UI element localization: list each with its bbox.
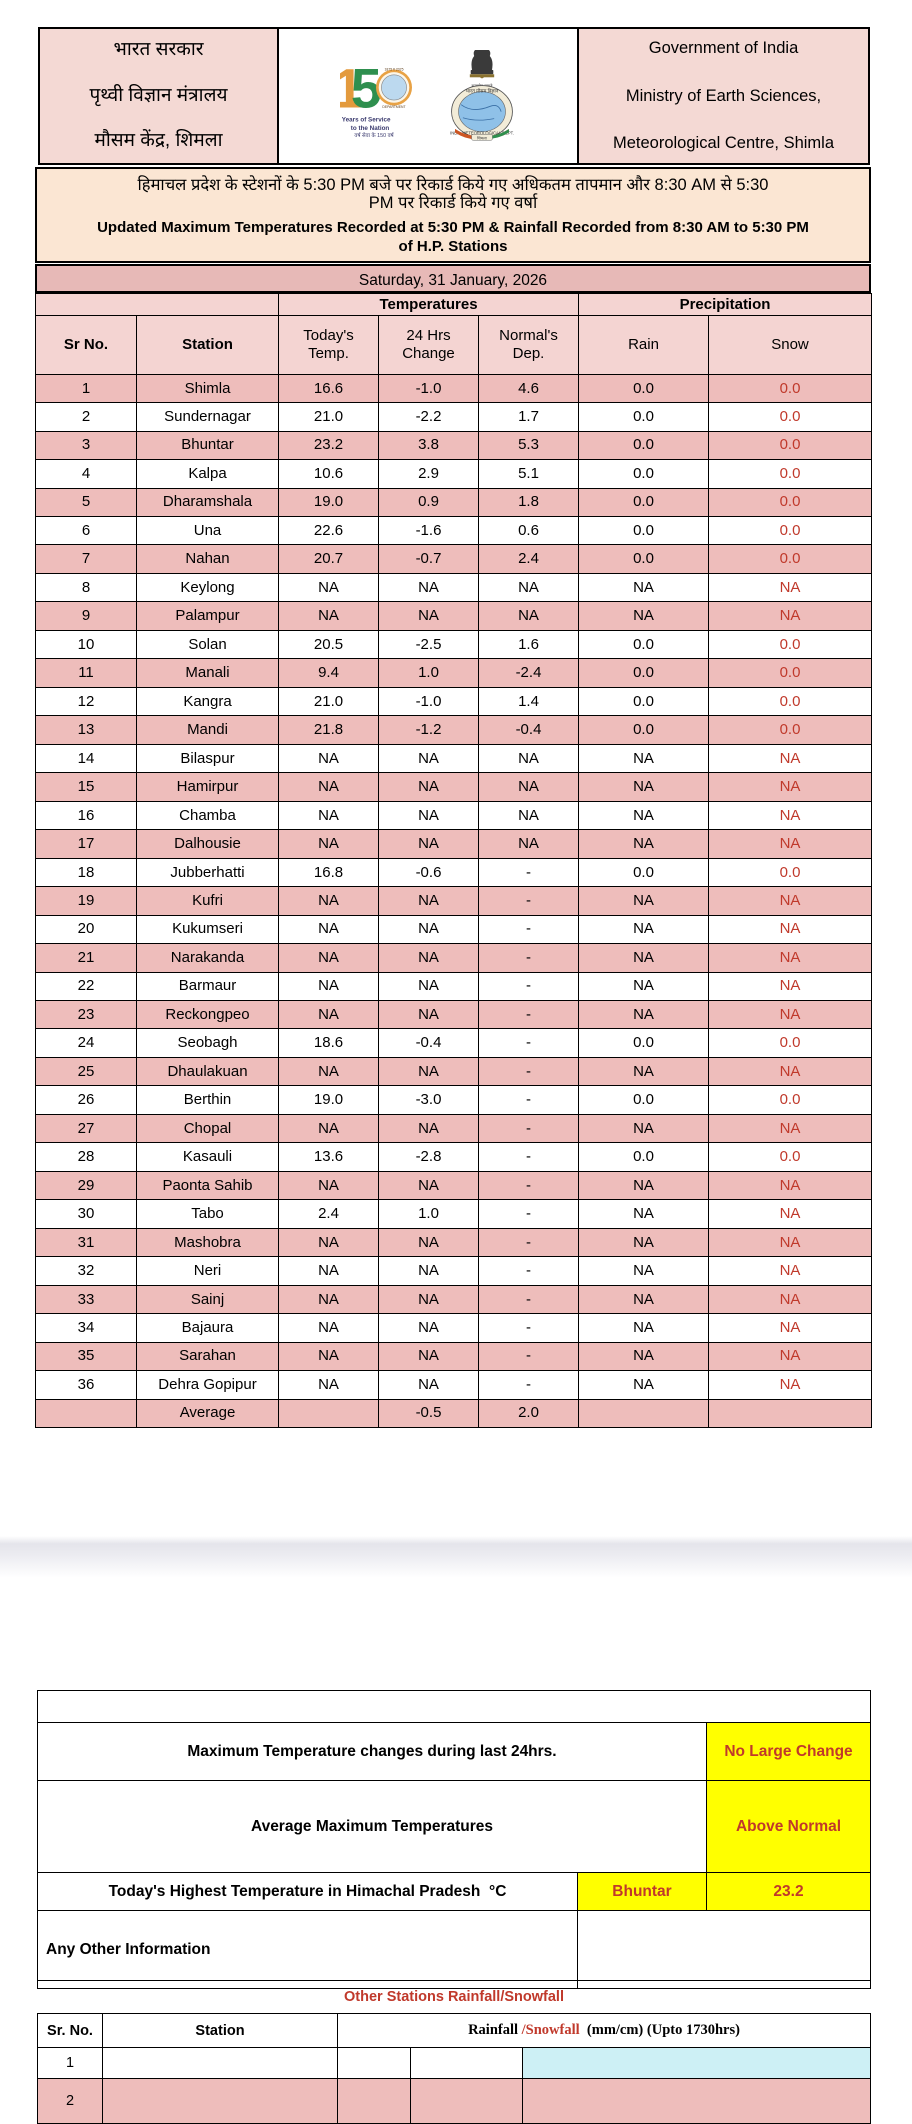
svg-text:शिमला: शिमला xyxy=(477,135,488,140)
svg-text:to the Nation: to the Nation xyxy=(351,125,390,132)
svg-text:1875 # 2025: 1875 # 2025 xyxy=(385,67,404,71)
svg-text:Years of Service: Years of Service xyxy=(342,117,391,124)
svg-text:DEPARTMENT: DEPARTMENT xyxy=(382,105,405,109)
svg-text:वर्ष सेवा के 150 वर्ष: वर्ष सेवा के 150 वर्ष xyxy=(354,132,394,139)
